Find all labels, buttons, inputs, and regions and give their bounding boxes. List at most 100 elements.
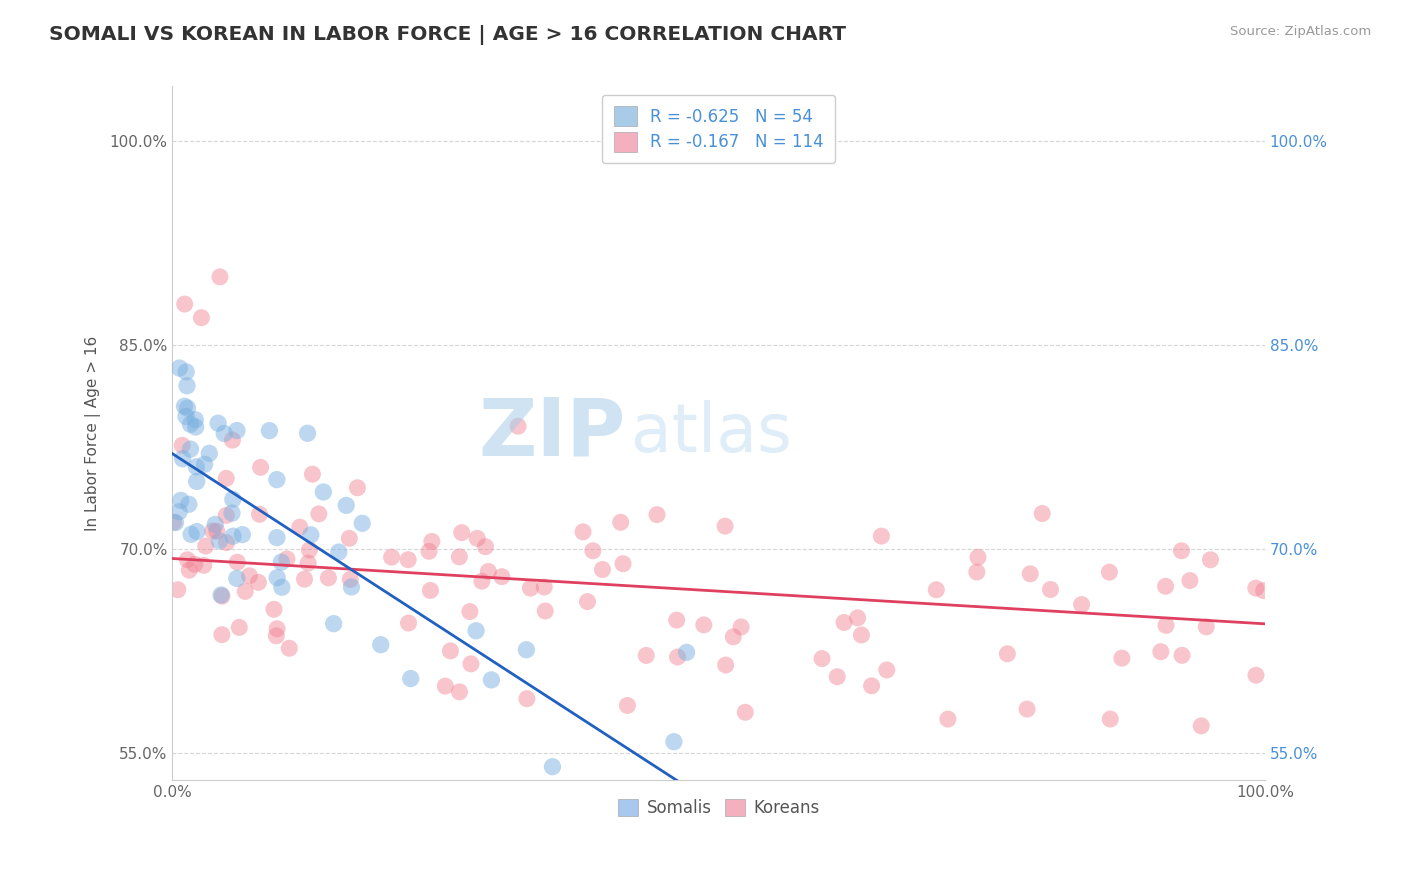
- Point: [169, 361, 191, 376]
- Point: [474, 540, 496, 554]
- Point: [167, 505, 190, 519]
- Point: [226, 555, 249, 569]
- Point: [179, 563, 201, 577]
- Point: [1019, 566, 1042, 581]
- Point: [339, 573, 361, 587]
- Point: [1244, 668, 1267, 682]
- Point: [301, 467, 323, 482]
- Point: [533, 580, 555, 594]
- Point: [398, 615, 420, 630]
- Point: [846, 611, 869, 625]
- Point: [396, 552, 419, 566]
- Point: [1070, 598, 1092, 612]
- Point: [194, 539, 217, 553]
- Point: [247, 575, 270, 590]
- Point: [420, 534, 443, 549]
- Point: [184, 413, 207, 427]
- Point: [465, 624, 488, 638]
- Point: [308, 507, 330, 521]
- Point: [222, 529, 245, 543]
- Point: [318, 571, 340, 585]
- Point: [479, 673, 502, 687]
- Point: [516, 691, 538, 706]
- Point: [714, 519, 737, 533]
- Point: [190, 310, 212, 325]
- Point: [193, 558, 215, 573]
- Point: [876, 663, 898, 677]
- Point: [449, 685, 471, 699]
- Point: [1253, 583, 1275, 598]
- Point: [238, 569, 260, 583]
- Point: [572, 524, 595, 539]
- Point: [180, 527, 202, 541]
- Point: [266, 571, 288, 585]
- Point: [211, 628, 233, 642]
- Point: [434, 679, 457, 693]
- Text: atlas: atlas: [631, 401, 792, 467]
- Point: [335, 499, 357, 513]
- Point: [297, 556, 319, 570]
- Point: [186, 459, 208, 474]
- Point: [233, 584, 256, 599]
- Point: [1154, 618, 1177, 632]
- Point: [1170, 543, 1192, 558]
- Point: [183, 558, 205, 572]
- Point: [186, 475, 208, 489]
- Point: [322, 616, 344, 631]
- Point: [506, 419, 529, 434]
- Y-axis label: In Labor Force | Age > 16: In Labor Force | Age > 16: [86, 335, 101, 531]
- Point: [228, 620, 250, 634]
- Point: [207, 416, 229, 430]
- Point: [665, 613, 688, 627]
- Point: [714, 658, 737, 673]
- Point: [1178, 574, 1201, 588]
- Text: SOMALI VS KOREAN IN LABOR FORCE | AGE > 16 CORRELATION CHART: SOMALI VS KOREAN IN LABOR FORCE | AGE > …: [49, 25, 846, 45]
- Point: [179, 442, 201, 456]
- Point: [194, 457, 217, 471]
- Point: [266, 622, 288, 636]
- Point: [201, 524, 224, 538]
- Point: [174, 365, 197, 379]
- Point: [179, 417, 201, 432]
- Point: [1171, 648, 1194, 663]
- Point: [636, 648, 658, 663]
- Point: [723, 630, 745, 644]
- Point: [967, 550, 990, 565]
- Point: [519, 581, 541, 595]
- Point: [288, 520, 311, 534]
- Point: [165, 516, 187, 530]
- Point: [249, 508, 271, 522]
- Point: [172, 451, 194, 466]
- Point: [966, 565, 988, 579]
- Point: [204, 517, 226, 532]
- Point: [851, 628, 873, 642]
- Point: [1195, 620, 1218, 634]
- Point: [186, 524, 208, 539]
- Point: [1189, 719, 1212, 733]
- Point: [266, 531, 288, 545]
- Point: [205, 524, 228, 539]
- Point: [215, 508, 238, 523]
- Point: [449, 549, 471, 564]
- Point: [1111, 651, 1133, 665]
- Point: [211, 589, 233, 603]
- Point: [174, 409, 197, 424]
- Point: [399, 672, 422, 686]
- Point: [312, 485, 335, 500]
- Point: [173, 297, 195, 311]
- Point: [465, 532, 488, 546]
- Point: [477, 565, 499, 579]
- Point: [328, 545, 350, 559]
- Point: [225, 571, 247, 585]
- Point: [832, 615, 855, 630]
- Point: [811, 651, 834, 665]
- Point: [221, 433, 243, 447]
- Point: [591, 562, 613, 576]
- Point: [298, 543, 321, 558]
- Point: [491, 569, 513, 583]
- Point: [184, 420, 207, 434]
- Point: [231, 527, 253, 541]
- Point: [576, 594, 599, 608]
- Point: [612, 557, 634, 571]
- Point: [936, 712, 959, 726]
